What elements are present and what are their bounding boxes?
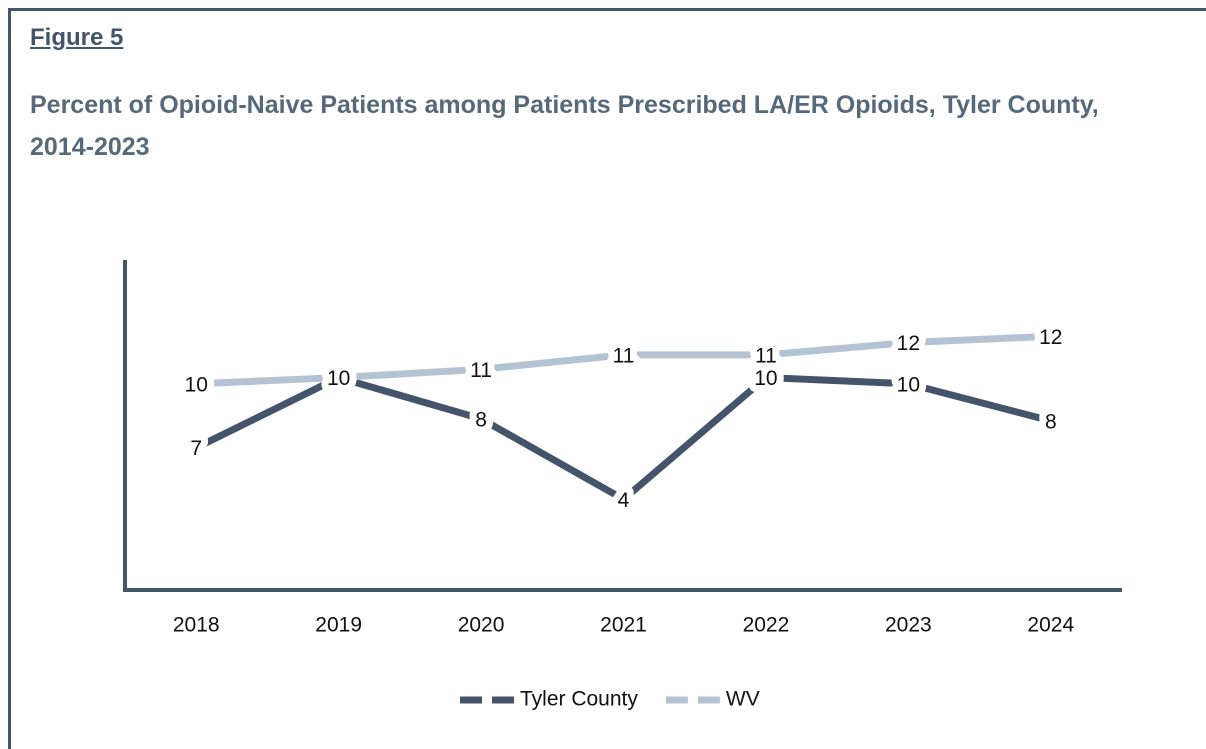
x-tick-label: 2024 [1027, 614, 1074, 637]
data-label: 11 [613, 344, 635, 367]
data-label: 12 [897, 332, 920, 355]
legend-label: WV [726, 688, 760, 711]
series-line [196, 332, 1051, 388]
data-label: 4 [618, 489, 630, 512]
data-label: 7 [190, 437, 202, 460]
x-tick-label: 2020 [458, 614, 505, 637]
x-tick-label: 2018 [173, 614, 220, 637]
series-line [194, 373, 1052, 504]
data-label: 8 [475, 408, 487, 431]
x-tick-label: 2022 [743, 614, 790, 637]
data-label: 11 [470, 359, 492, 382]
frame [8, 8, 1206, 749]
x-tick-label: 2021 [600, 614, 647, 637]
data-label: 8 [1045, 410, 1057, 433]
data-label: 12 [1039, 326, 1062, 349]
data-label: 10 [327, 367, 350, 390]
chart-title: Percent of Opioid-Naive Patients among P… [30, 91, 1099, 161]
data-label: 10 [754, 367, 777, 390]
data-label: 11 [755, 344, 777, 367]
data-label: 10 [897, 373, 920, 396]
x-tick-label: 2023 [885, 614, 932, 637]
figure-label: Figure 5 [30, 24, 124, 51]
x-tick-label: 2019 [315, 614, 362, 637]
data-label: 10 [185, 373, 208, 396]
legend-label: Tyler County [520, 688, 638, 711]
